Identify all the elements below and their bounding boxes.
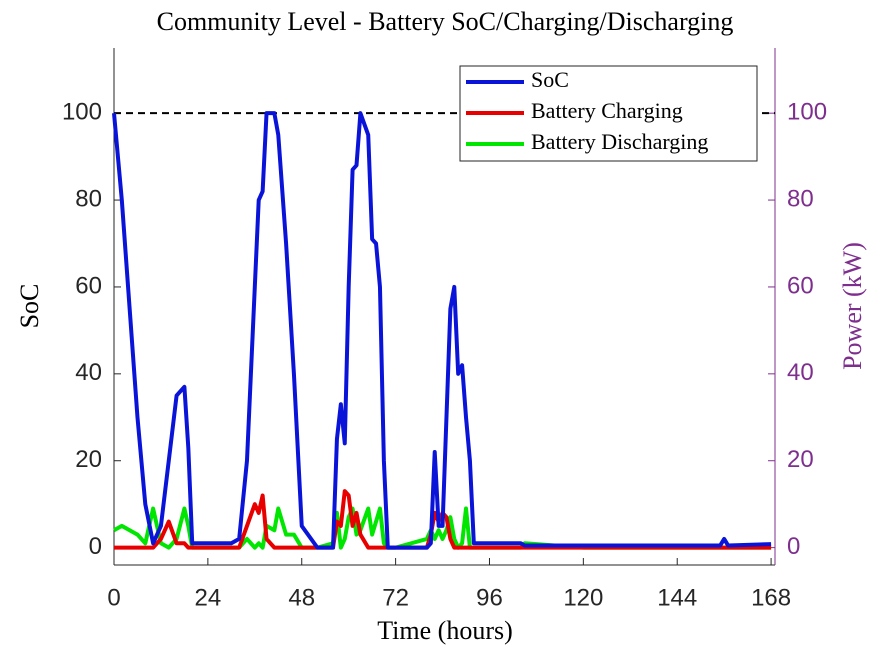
legend-label: Battery Charging [531,98,683,123]
x-tick-label: 120 [563,584,603,611]
y2-tick-label: 80 [787,185,814,212]
x-tick-label: 24 [195,584,222,611]
x-tick-label: 0 [107,584,120,611]
y2-tick-label: 60 [787,272,814,299]
series-line [112,111,772,550]
x-tick-label: 96 [476,584,503,611]
x-tick-label: 48 [288,584,315,611]
legend-label: Battery Discharging [531,129,708,154]
y2-tick-label: 20 [787,446,814,473]
series-line [114,489,772,550]
series-line [113,506,772,550]
y-tick-label: 0 [89,533,102,560]
x-tick-label: 144 [657,584,697,611]
y2-tick-label: 100 [787,99,827,126]
y-tick-label: 20 [75,446,102,473]
y-tick-label: 60 [75,272,102,299]
chart-title: Community Level - Battery SoC/Charging/D… [157,7,734,36]
y-axis-label: SoC [15,284,44,329]
y2-tick-label: 0 [787,533,800,560]
y-tick-label: 40 [75,359,102,386]
y-tick-label: 80 [75,185,102,212]
y2-axis-label: Power (kW) [838,242,867,370]
y2-tick-label: 40 [787,359,814,386]
x-axis-label: Time (hours) [377,616,513,645]
y-tick-label: 100 [62,99,102,126]
x-tick-label: 72 [382,584,409,611]
legend-label: SoC [531,67,569,92]
x-tick-label: 168 [751,584,791,611]
